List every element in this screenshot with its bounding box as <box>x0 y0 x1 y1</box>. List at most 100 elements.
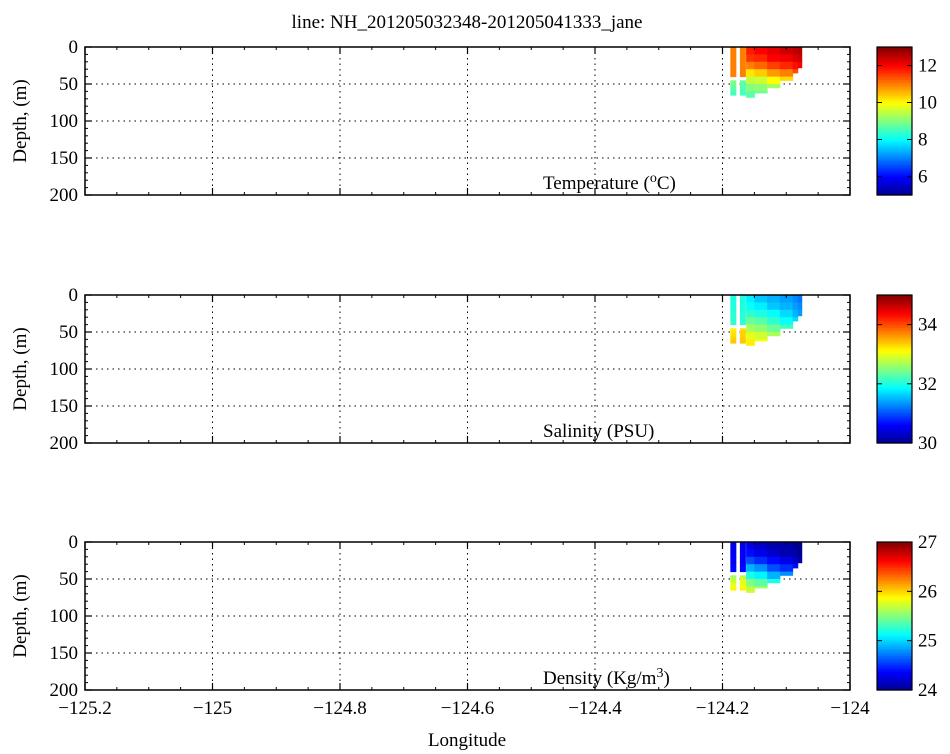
section-cell <box>767 295 781 303</box>
colorbar-step <box>877 583 912 587</box>
section-cell <box>754 542 768 550</box>
cast-segment <box>730 580 737 584</box>
cast-segment <box>739 56 746 63</box>
colorbar-step <box>877 408 912 412</box>
colorbar-step <box>877 375 912 379</box>
colorbar-step <box>877 585 912 589</box>
section-cell <box>754 339 768 342</box>
colorbar-step <box>877 56 912 60</box>
colorbar-step <box>877 104 912 108</box>
panel-label-superscript: o <box>650 171 657 186</box>
colorbar-step <box>877 569 912 573</box>
colorbar-tick-label: 24 <box>918 680 938 701</box>
cast-segment <box>730 328 737 332</box>
cast-segment <box>739 71 746 78</box>
section-cell <box>746 549 755 558</box>
cast-segment <box>739 319 746 326</box>
section-cell <box>746 69 755 78</box>
colorbar-step <box>877 659 912 663</box>
colorbar-step <box>877 185 912 189</box>
panel-label-end: ) <box>663 668 669 689</box>
y-tick-label: 50 <box>59 569 78 590</box>
x-tick-label: −124.6 <box>441 698 494 719</box>
section-cell <box>767 542 781 550</box>
colorbar-step <box>877 141 912 145</box>
cast-segment <box>739 295 746 301</box>
panel-label-text: Temperature ( <box>543 173 650 194</box>
section-cell <box>754 91 768 94</box>
colorbar-step <box>877 188 912 191</box>
colorbar-step <box>877 352 912 356</box>
colorbar-step <box>877 107 912 111</box>
cast-segment <box>739 575 746 579</box>
section-cell <box>754 47 768 55</box>
section-cell <box>767 302 781 311</box>
colorbar-step <box>877 417 912 421</box>
section-cell <box>754 571 768 580</box>
colorbar-step <box>877 134 912 138</box>
section-cell <box>779 47 794 55</box>
section-cell <box>792 47 799 55</box>
colorbar-step <box>877 433 912 437</box>
cast-segment <box>730 309 737 316</box>
colorbar-step <box>877 49 912 53</box>
colorbar-step <box>877 394 912 398</box>
colorbar-step <box>877 560 912 564</box>
colorbar-step <box>877 641 912 645</box>
colorbar-step <box>877 666 912 670</box>
y-tick-label: 0 <box>69 532 79 553</box>
cast-segment <box>739 51 746 58</box>
colorbar-step <box>877 424 912 428</box>
colorbar-tick-label: 6 <box>918 167 928 188</box>
panel-label: Salinity (PSU) <box>543 421 654 442</box>
section-cell <box>779 76 794 81</box>
cast-segment <box>730 335 737 339</box>
section-cell <box>779 69 794 78</box>
colorbar-step <box>877 657 912 661</box>
cast-segment <box>739 90 746 94</box>
cast-segment <box>739 587 746 591</box>
section-cell <box>746 542 755 550</box>
colorbar-step <box>877 192 912 196</box>
x-tick-label: −124.4 <box>568 698 622 719</box>
cast-segment <box>739 333 746 337</box>
colorbar-step <box>877 369 912 372</box>
cast-segment <box>739 551 746 558</box>
colorbar-step <box>877 438 912 442</box>
colorbar-step <box>877 343 912 347</box>
section-cell <box>797 302 803 311</box>
colorbar-step <box>877 67 912 71</box>
colorbar-step <box>877 412 912 416</box>
colorbar-step <box>877 611 912 615</box>
cast-segment <box>730 299 737 306</box>
colorbar-frame <box>876 46 913 196</box>
section-cell <box>746 295 755 303</box>
section-cell <box>779 295 794 303</box>
colorbar-step <box>877 620 912 624</box>
colorbar-step <box>877 79 912 83</box>
section-cell <box>746 54 755 63</box>
colorbar-step <box>877 662 912 666</box>
y-axis-label: Depth, (m) <box>10 574 31 657</box>
panel-label-text: Salinity (PSU) <box>543 421 654 442</box>
cast-segment <box>730 333 737 337</box>
cast-segment <box>739 561 746 568</box>
colorbar-step <box>877 422 912 426</box>
colorbar-step <box>877 174 912 178</box>
colorbar-step <box>877 97 912 101</box>
colorbar-step <box>877 306 912 310</box>
colorbar-step <box>877 121 912 124</box>
cast-segment <box>739 582 746 586</box>
colorbar-step <box>877 151 912 154</box>
cast-segment <box>730 66 737 73</box>
colorbar-step <box>877 680 912 684</box>
colorbar-step <box>877 399 912 402</box>
colorbar-step <box>877 387 912 391</box>
cast-segment <box>730 314 737 321</box>
colorbar-step <box>877 100 912 104</box>
colorbar-step <box>877 325 912 328</box>
colorbar-step <box>877 646 912 649</box>
section-cell <box>754 54 768 63</box>
colorbar-step <box>877 546 912 550</box>
